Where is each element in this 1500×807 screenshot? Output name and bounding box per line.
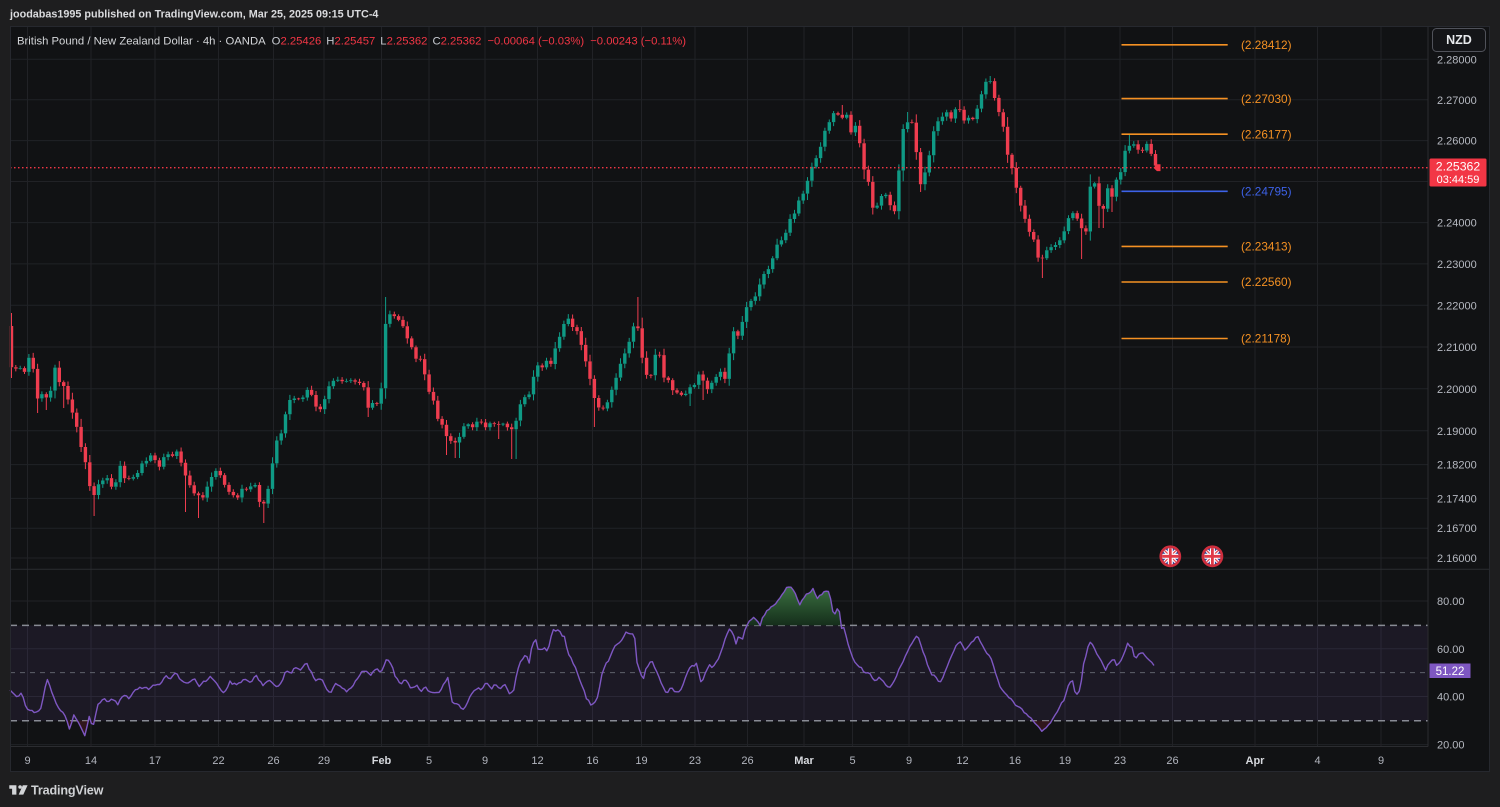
svg-text:14: 14 [85, 755, 97, 767]
svg-text:2.24000: 2.24000 [1437, 218, 1477, 230]
svg-text:23: 23 [1114, 755, 1126, 767]
svg-text:2.16700: 2.16700 [1437, 523, 1477, 535]
svg-text:NZD: NZD [1446, 33, 1472, 47]
svg-text:2.21000: 2.21000 [1437, 342, 1477, 354]
svg-text:2.27000: 2.27000 [1437, 95, 1477, 107]
svg-text:16: 16 [1009, 755, 1021, 767]
svg-text:2.28000: 2.28000 [1437, 54, 1477, 66]
svg-text:5: 5 [849, 755, 855, 767]
svg-text:2.22000: 2.22000 [1437, 300, 1477, 312]
svg-text:26: 26 [741, 755, 753, 767]
svg-text:TradingView: TradingView [31, 784, 104, 798]
svg-text:joodabas1995 published on Trad: joodabas1995 published on TradingView.co… [9, 9, 378, 21]
svg-text:(2.22560): (2.22560) [1241, 275, 1292, 289]
svg-text:9: 9 [1378, 755, 1384, 767]
svg-text:(2.24795): (2.24795) [1241, 185, 1292, 199]
svg-text:51.22: 51.22 [1436, 666, 1465, 678]
svg-text:29: 29 [318, 755, 330, 767]
svg-text:20.00: 20.00 [1437, 740, 1465, 752]
svg-text:(2.28412): (2.28412) [1241, 38, 1292, 52]
svg-text:2.26000: 2.26000 [1437, 136, 1477, 148]
svg-text:9: 9 [24, 755, 30, 767]
svg-text:2.16000: 2.16000 [1437, 553, 1477, 565]
svg-text:Mar: Mar [794, 755, 814, 767]
svg-text:(2.23413): (2.23413) [1241, 240, 1292, 254]
svg-text:5: 5 [426, 755, 432, 767]
svg-text:17: 17 [149, 755, 161, 767]
svg-text:60.00: 60.00 [1437, 644, 1465, 656]
svg-text:16: 16 [586, 755, 598, 767]
svg-text:03:44:59: 03:44:59 [1437, 174, 1480, 186]
svg-text:19: 19 [635, 755, 647, 767]
svg-text:12: 12 [956, 755, 968, 767]
svg-text:Feb: Feb [372, 755, 392, 767]
svg-text:12: 12 [531, 755, 543, 767]
svg-text:22: 22 [212, 755, 224, 767]
svg-text:80.00: 80.00 [1437, 596, 1465, 608]
svg-text:4: 4 [1314, 755, 1320, 767]
svg-text:9: 9 [906, 755, 912, 767]
svg-text:2.20000: 2.20000 [1437, 384, 1477, 396]
svg-text:British Pound / New Zealand Do: British Pound / New Zealand Dollar · 4h … [17, 36, 686, 48]
svg-text:(2.26177): (2.26177) [1241, 127, 1292, 141]
svg-text:2.25362: 2.25362 [1436, 160, 1481, 174]
svg-text:2.19000: 2.19000 [1437, 426, 1477, 438]
svg-text:26: 26 [267, 755, 279, 767]
svg-text:2.18200: 2.18200 [1437, 460, 1477, 472]
svg-text:9: 9 [482, 755, 488, 767]
svg-text:40.00: 40.00 [1437, 692, 1465, 704]
svg-text:23: 23 [689, 755, 701, 767]
svg-text:19: 19 [1059, 755, 1071, 767]
svg-text:26: 26 [1166, 755, 1178, 767]
svg-text:2.17400: 2.17400 [1437, 493, 1477, 505]
svg-text:Apr: Apr [1246, 755, 1266, 767]
svg-text:2.23000: 2.23000 [1437, 259, 1477, 271]
svg-text:(2.27030): (2.27030) [1241, 92, 1292, 106]
svg-text:(2.21178): (2.21178) [1241, 332, 1291, 346]
